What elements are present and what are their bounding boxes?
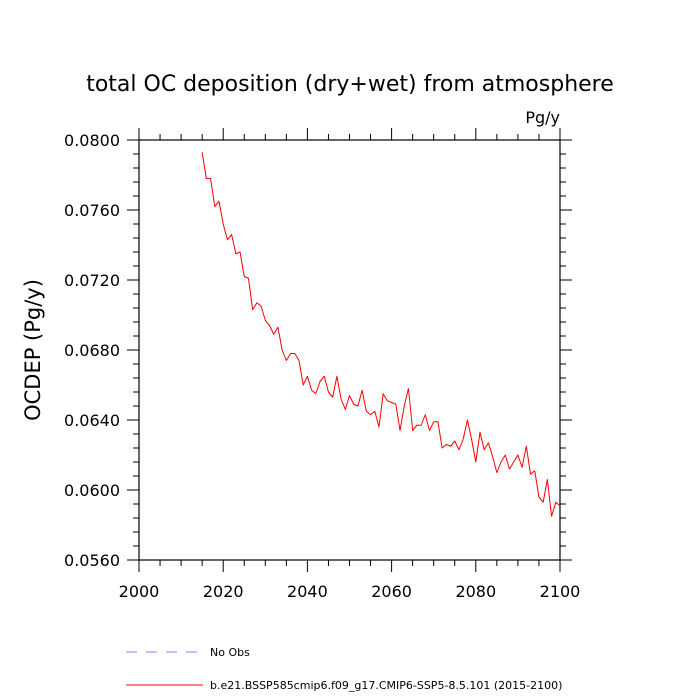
units-label: Pg/y [525,108,560,127]
x-tick-label: 2000 [119,582,160,601]
y-tick-label: 0.0800 [64,131,120,150]
y-tick-label: 0.0680 [64,341,120,360]
legend-label: b.e21.BSSP585cmip6.f09_g17.CMIP6-SSP5-8.… [210,679,562,692]
y-axis-label: OCDEP (Pg/y) [21,279,45,421]
y-tick-label: 0.0760 [64,201,120,220]
x-tick-label: 2020 [203,582,244,601]
x-tick-label: 2080 [455,582,496,601]
y-tick-label: 0.0600 [64,481,120,500]
axes: 2000 2020 2040 2060 2080 2100 0.0560 0.0600 0.06… [64,128,580,601]
y-tick-label: 0.0560 [64,551,120,570]
y-tick-label: 0.0720 [64,271,120,290]
legend-label: No Obs [210,646,250,659]
series-group [201,152,561,517]
legend: No Obs b.e21.BSSP585cmip6.f09_g17.CMIP6-S… [126,646,562,692]
x-tick-label: 2100 [540,582,581,601]
x-tick-label: 2040 [287,582,328,601]
plot-frame [138,139,561,561]
chart-title: total OC deposition (dry+wet) from atmos… [86,72,614,97]
y-tick-label: 0.0640 [64,411,120,430]
series-line [201,152,561,517]
x-tick-label: 2060 [371,582,412,601]
